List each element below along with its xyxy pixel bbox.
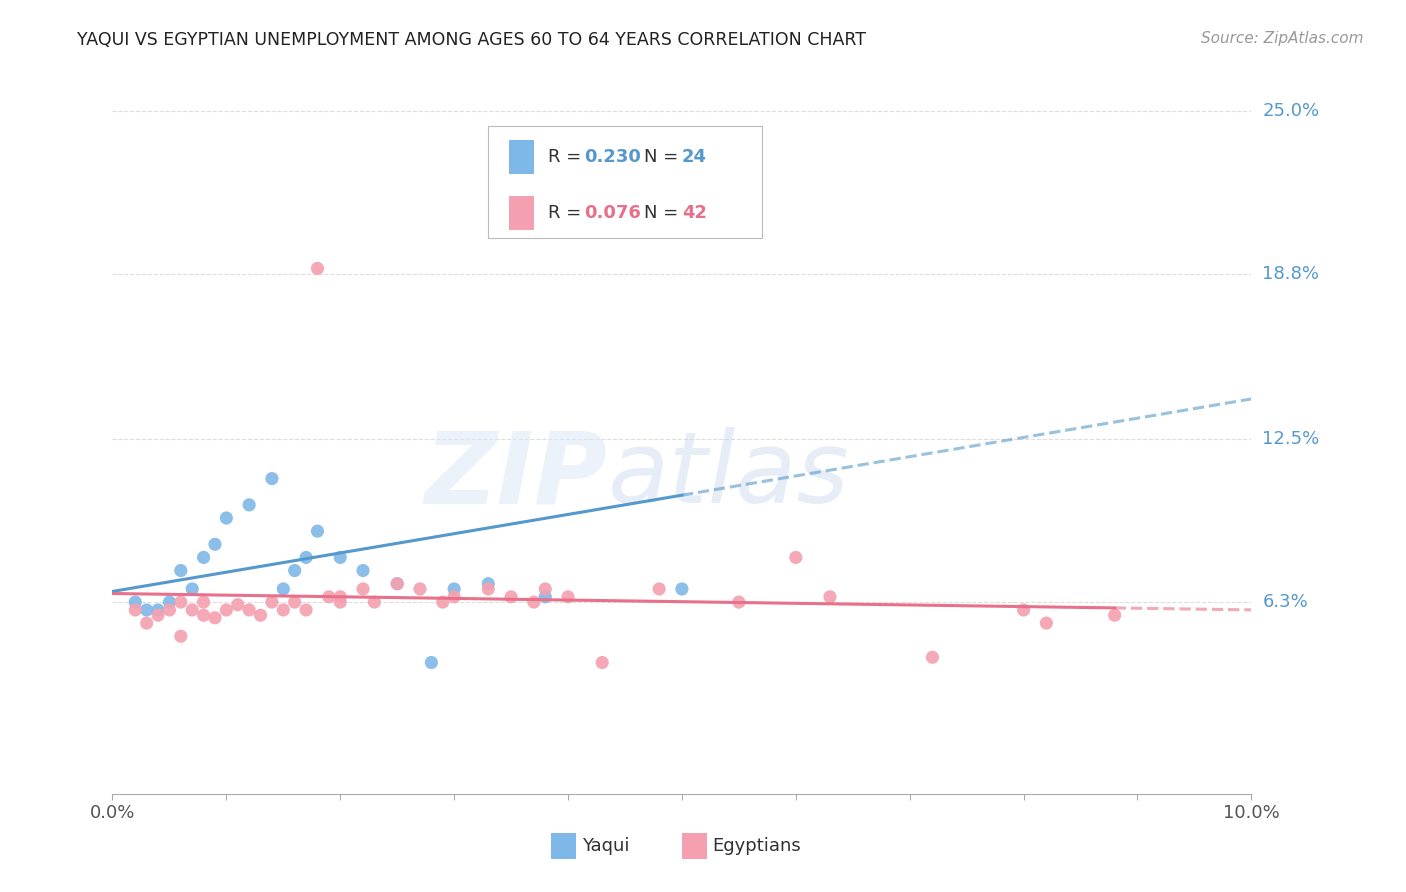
- Point: [193, 608, 215, 623]
- Point: [135, 603, 157, 617]
- Text: 12.5%: 12.5%: [1263, 430, 1320, 448]
- Point: [534, 590, 557, 604]
- Point: [135, 616, 157, 631]
- Point: [409, 582, 432, 596]
- Point: [648, 582, 671, 596]
- Bar: [551, 833, 576, 859]
- Point: [329, 550, 352, 565]
- Text: 0.230: 0.230: [583, 148, 641, 166]
- Text: Yaqui: Yaqui: [582, 837, 630, 855]
- Point: [591, 183, 613, 197]
- Point: [385, 576, 409, 591]
- Point: [785, 550, 807, 565]
- Point: [1104, 608, 1126, 623]
- Point: [534, 582, 557, 596]
- Point: [181, 582, 204, 596]
- Point: [307, 261, 329, 276]
- Point: [146, 603, 169, 617]
- Point: [271, 603, 295, 617]
- Bar: [682, 833, 707, 859]
- Text: 24: 24: [682, 148, 707, 166]
- Text: 0.076: 0.076: [583, 204, 641, 222]
- Point: [477, 576, 499, 591]
- Text: Source: ZipAtlas.com: Source: ZipAtlas.com: [1201, 31, 1364, 46]
- Point: [146, 608, 169, 623]
- Point: [557, 590, 579, 604]
- Point: [271, 582, 295, 596]
- Point: [728, 595, 751, 609]
- Point: [385, 576, 409, 591]
- Point: [204, 611, 226, 625]
- Point: [238, 498, 260, 512]
- Text: R =: R =: [547, 204, 586, 222]
- Point: [215, 511, 238, 525]
- Point: [170, 564, 193, 578]
- Point: [501, 590, 523, 604]
- Point: [284, 595, 307, 609]
- Point: [295, 550, 318, 565]
- Point: [1035, 616, 1057, 631]
- Point: [671, 582, 693, 596]
- Point: [420, 656, 443, 670]
- Point: [124, 603, 146, 617]
- Text: 6.3%: 6.3%: [1263, 593, 1308, 611]
- Point: [170, 595, 193, 609]
- Text: Egyptians: Egyptians: [713, 837, 801, 855]
- Point: [329, 590, 352, 604]
- Point: [193, 595, 215, 609]
- Point: [318, 590, 340, 604]
- Point: [477, 582, 499, 596]
- Point: [591, 656, 613, 670]
- Point: [352, 564, 374, 578]
- Text: 42: 42: [682, 204, 707, 222]
- Text: N =: N =: [644, 148, 685, 166]
- Point: [363, 595, 385, 609]
- Point: [352, 582, 374, 596]
- Point: [181, 603, 204, 617]
- Text: atlas: atlas: [607, 427, 849, 524]
- Point: [295, 603, 318, 617]
- Point: [818, 590, 841, 604]
- Point: [443, 590, 465, 604]
- Text: N =: N =: [644, 204, 685, 222]
- Point: [159, 603, 180, 617]
- Point: [921, 650, 943, 665]
- Point: [284, 564, 307, 578]
- Point: [1012, 603, 1035, 617]
- FancyBboxPatch shape: [488, 126, 762, 237]
- Text: YAQUI VS EGYPTIAN UNEMPLOYMENT AMONG AGES 60 TO 64 YEARS CORRELATION CHART: YAQUI VS EGYPTIAN UNEMPLOYMENT AMONG AGE…: [77, 31, 866, 49]
- Text: 25.0%: 25.0%: [1263, 102, 1320, 120]
- Point: [260, 472, 283, 486]
- Point: [432, 595, 454, 609]
- Point: [249, 608, 271, 623]
- Point: [193, 550, 215, 565]
- Point: [329, 595, 352, 609]
- Point: [238, 603, 260, 617]
- Point: [260, 595, 283, 609]
- Point: [159, 595, 180, 609]
- Point: [443, 582, 465, 596]
- Text: 18.8%: 18.8%: [1263, 265, 1319, 283]
- Text: ZIP: ZIP: [425, 427, 607, 524]
- Point: [307, 524, 329, 538]
- Text: R =: R =: [547, 148, 586, 166]
- Point: [124, 595, 146, 609]
- Point: [170, 629, 193, 643]
- Point: [226, 598, 249, 612]
- Point: [215, 603, 238, 617]
- Bar: [509, 139, 534, 174]
- Point: [523, 595, 546, 609]
- Point: [204, 537, 226, 551]
- Bar: [509, 195, 534, 230]
